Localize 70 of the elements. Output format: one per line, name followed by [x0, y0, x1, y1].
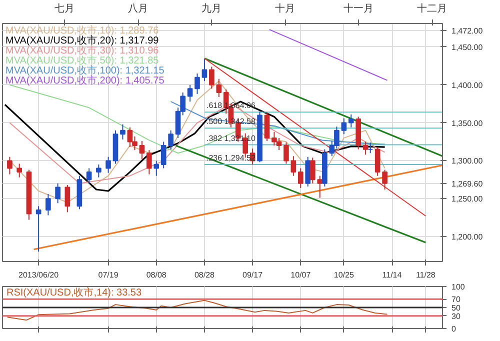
candlestick [36, 206, 42, 252]
y-tick-label: 1,472.00 [452, 26, 484, 36]
candlestick [96, 164, 102, 178]
text: MVA(XAU/USD,收市,200): 1,405.75 [6, 74, 165, 86]
text: 九月 [202, 2, 222, 14]
y-tick-label: 1,350.00 [452, 118, 484, 128]
x-tick-label: 08/28 [194, 270, 216, 280]
x-tick-label: 07/19 [98, 270, 119, 280]
y-tick-label: 1,400.00 [452, 80, 484, 90]
candlestick [194, 73, 200, 94]
candlestick [341, 118, 347, 135]
x-tick-label: 10/25 [334, 270, 354, 280]
y-tick-label: 100 [452, 282, 466, 292]
candlestick [154, 160, 160, 176]
candlestick [348, 114, 354, 128]
text: MVA(XAU/USD,收市,20): 1,317.99 [6, 34, 160, 46]
x-tick-label: 2013/06/20 [18, 270, 60, 280]
y-tick-label: 1,250.00 [452, 194, 484, 204]
candlestick [7, 156, 12, 175]
candlestick [106, 156, 111, 174]
x-tick-label: 10/07 [290, 270, 312, 280]
x-tick-label: 08/08 [146, 270, 167, 280]
candlestick [362, 141, 368, 156]
candlestick [64, 184, 70, 213]
candlestick [168, 130, 174, 150]
y-tick-label: 1,269.60 [452, 180, 484, 189]
y-tick-label: 0 [452, 324, 456, 334]
text: 十月 [275, 2, 295, 14]
x-tick-label: 09/17 [242, 270, 264, 280]
candlestick [55, 182, 60, 204]
text: 十二月 [417, 2, 447, 14]
y-tick-label: 1,450.00 [452, 42, 484, 52]
text: MVA(XAU/USD,收市,10): 1,289.76 [6, 24, 160, 36]
line-series [9, 84, 386, 154]
x-tick-label: 11/14 [382, 270, 402, 280]
text: 八月 [128, 4, 148, 14]
candlestick [46, 194, 51, 216]
y-tick-label: 1,300.00 [452, 156, 484, 166]
candlestick [317, 175, 323, 198]
candlestick [120, 124, 126, 140]
x-tick-label: 11/28 [416, 270, 436, 280]
text: MVA(XAU/USD,收市,100): 1,321.15 [6, 64, 165, 76]
chart-title: RSI(XAU/USD,收市,14): 33.53 [6, 286, 142, 298]
text: 十一月 [344, 2, 374, 14]
text: 七月 [54, 2, 74, 14]
line-series [6, 300, 388, 321]
candlestick [382, 169, 388, 190]
candlestick [264, 112, 270, 142]
candlestick [209, 66, 214, 90]
y-tick-label: 50 [452, 304, 461, 312]
candlestick [305, 156, 311, 187]
candlestick [290, 156, 296, 176]
candlestick [146, 150, 152, 175]
candlestick [298, 168, 304, 188]
candlestick [310, 157, 316, 184]
candlestick [139, 140, 145, 160]
series-label: MVA(XAU/USD,收市,50): 1,321.85 [6, 54, 160, 66]
candlestick [187, 84, 193, 102]
candlestick [160, 141, 166, 169]
y-tick-label: 70 [452, 295, 461, 304]
candlestick [86, 168, 92, 184]
candlestick [284, 142, 289, 164]
candlestick [374, 146, 380, 176]
candlestick [16, 163, 22, 178]
candlestick [202, 58, 208, 82]
text: MVA(XAU/USD,收市,30): 1,310.96 [6, 44, 160, 56]
line-series [170, 101, 386, 146]
y-tick-label: 30 [452, 312, 461, 321]
y-tick-label: 1,200.00 [452, 232, 484, 242]
candlestick [216, 78, 222, 98]
